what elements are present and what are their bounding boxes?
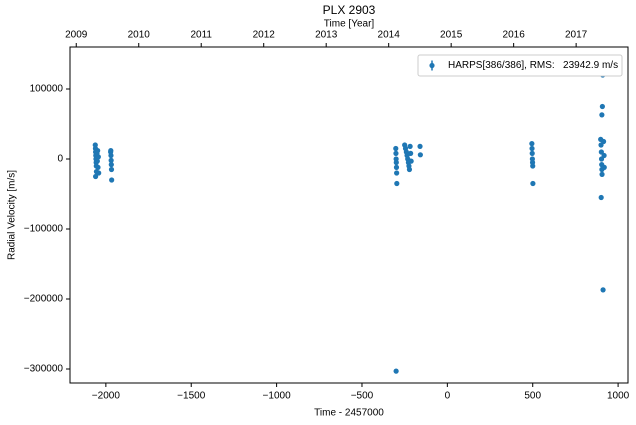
point	[108, 148, 114, 154]
x2-tick-label: 2012	[253, 30, 276, 41]
x-tick-label: 1000	[607, 391, 630, 402]
point	[598, 149, 604, 155]
point	[393, 150, 399, 156]
point	[108, 166, 115, 173]
point	[108, 162, 114, 168]
x-tick-label: 0	[445, 391, 451, 402]
y-axis-label: Radial Velocity [m/s]	[7, 170, 18, 260]
point	[530, 163, 536, 169]
point	[394, 170, 400, 176]
x2-tick-label: 2013	[315, 30, 338, 41]
point	[393, 145, 399, 152]
point	[417, 143, 423, 149]
legend-label: HARPS[386/386], RMS: 23942.9 m/s	[448, 60, 618, 71]
plot-frame	[69, 46, 629, 384]
point	[599, 103, 605, 110]
point	[93, 173, 99, 180]
point	[96, 170, 102, 176]
x2-tick-label: 2010	[128, 30, 151, 41]
point	[417, 152, 423, 158]
point	[600, 138, 607, 145]
point	[599, 112, 605, 118]
point	[393, 159, 399, 166]
point	[529, 141, 535, 147]
x2-tick-label: 2014	[378, 30, 401, 41]
x-tick-label: −500	[351, 391, 374, 402]
chart-title: PLX 2903	[323, 3, 376, 17]
x2-axis-label: Time [Year]	[324, 19, 375, 30]
x-axis-label: Time - 2457000	[314, 408, 384, 419]
point	[95, 164, 101, 170]
point	[108, 152, 114, 159]
x-tick-label: −2000	[92, 391, 121, 402]
point	[601, 164, 607, 170]
x-tick-label: 500	[524, 391, 541, 402]
x2-tick-label: 2011	[190, 30, 212, 41]
point	[406, 166, 413, 173]
y-tick-label: 100000	[30, 84, 64, 95]
y-tick-label: −300000	[24, 364, 64, 375]
point	[408, 158, 414, 164]
legend-marker	[429, 62, 435, 69]
point	[407, 143, 413, 149]
legend-box	[417, 54, 623, 77]
point	[109, 177, 115, 183]
point	[94, 158, 100, 164]
point	[600, 287, 606, 293]
y-tick-label: −100000	[24, 224, 64, 235]
point	[393, 164, 400, 170]
y-tick-label: −200000	[24, 294, 64, 305]
point	[601, 152, 607, 159]
x-tick-label: −1000	[263, 391, 292, 402]
x2-tick-label: 2016	[503, 30, 526, 41]
x2-tick-label: 2015	[440, 30, 463, 41]
x2-tick-label: 2017	[565, 30, 588, 41]
point	[394, 180, 400, 187]
x2-tick-label: 2009	[65, 30, 88, 41]
point	[393, 368, 399, 374]
point	[529, 145, 535, 152]
point	[408, 150, 414, 156]
x-tick-label: −1500	[177, 391, 206, 402]
point	[598, 194, 604, 201]
point	[529, 150, 535, 156]
y-tick-label: 0	[57, 154, 63, 165]
point	[108, 157, 114, 163]
point	[95, 148, 101, 154]
point	[95, 154, 101, 160]
point	[530, 180, 536, 187]
point	[599, 171, 605, 177]
